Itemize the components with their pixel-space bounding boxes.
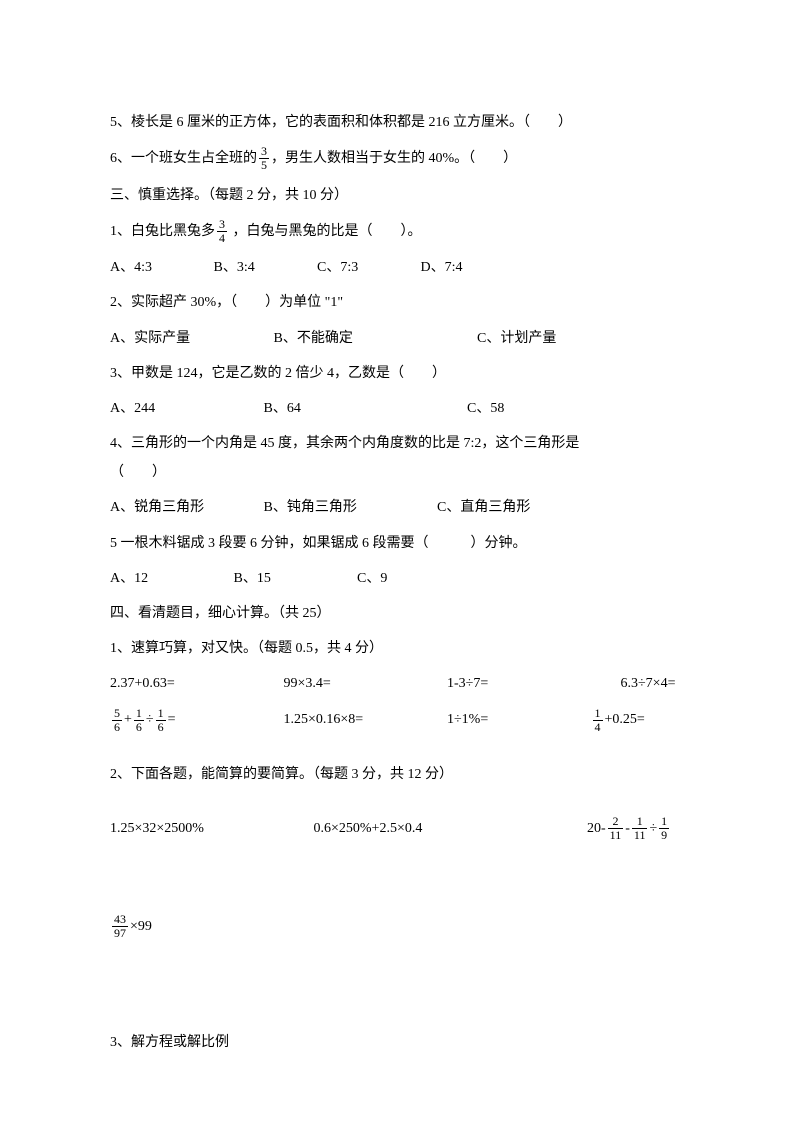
s4-question-1: 1、速算巧算，对又快。（每题 0.5，共 4 分） <box>110 636 683 661</box>
fraction-1-9: 19 <box>659 815 669 842</box>
s3-q5-options: A、12 B、15 C、9 <box>110 566 683 591</box>
fraction-1-4: 14 <box>593 707 603 734</box>
calc-item: 56+16÷16= <box>110 707 280 734</box>
s4-question-3: 3、解方程或解比例 <box>110 1030 683 1055</box>
s3-q3-options: A、244 B、64 C、58 <box>110 396 683 421</box>
question-5: 5、棱长是 6 厘米的正方体，它的表面积和体积都是 216 立方厘米。（ ） <box>110 110 683 135</box>
s3-question-3: 3、甲数是 124，它是乙数的 2 倍少 4，乙数是（ ） <box>110 361 683 386</box>
fraction-2-11: 211 <box>608 815 624 842</box>
s3-question-4: 4、三角形的一个内角是 45 度，其余两个内角度数的比是 7:2，这个三角形是 <box>110 431 683 456</box>
calc-row-2: 56+16÷16= 1.25×0.16×8= 1÷1%= 14+0.25= <box>110 707 683 734</box>
calc-item: 14+0.25= <box>591 707 645 734</box>
option-a: A、244 <box>110 396 260 421</box>
s3-q1-options: A、4:3 B、3:4 C、7:3 D、7:4 <box>110 255 683 280</box>
calc-item: 1÷1%= <box>447 707 587 732</box>
option-a: A、12 <box>110 566 230 591</box>
q5-text: 5、棱长是 6 厘米的正方体，它的表面积和体积都是 216 立方厘米。（ ） <box>110 115 572 130</box>
option-c: C、58 <box>467 396 504 421</box>
q6-text-1: 6、一个班女生占全班的 <box>110 151 257 166</box>
calc-item: 1-3÷7= <box>447 671 617 696</box>
fraction-1-6b: 16 <box>156 707 166 734</box>
option-c: C、计划产量 <box>477 326 556 351</box>
question-6: 6、一个班女生占全班的35，男生人数相当于女生的 40%。（ ） <box>110 145 683 172</box>
fraction-5-6: 56 <box>112 707 122 734</box>
option-a: A、实际产量 <box>110 326 270 351</box>
option-b: B、不能确定 <box>274 326 474 351</box>
option-a: A、4:3 <box>110 255 210 280</box>
option-b: B、15 <box>234 566 354 591</box>
option-b: B、3:4 <box>214 255 314 280</box>
s3-question-5: 5 一根木料锯成 3 段要 6 分钟，如果锯成 6 段需要（ ）分钟。 <box>110 531 683 556</box>
calc-item: 0.6×250%+2.5×0.4 <box>314 816 584 841</box>
option-b: B、钝角三角形 <box>264 495 434 520</box>
fraction-43-97: 4397 <box>112 913 128 940</box>
option-c: C、9 <box>357 566 387 591</box>
fraction-3-4: 34 <box>217 218 227 245</box>
simplify-row-2: 4397×99 <box>110 913 683 940</box>
calc-item: 2.37+0.63= <box>110 671 280 696</box>
s4-question-2: 2、下面各题，能简算的要简算。（每题 3 分，共 12 分） <box>110 762 683 787</box>
option-c: C、直角三角形 <box>437 495 530 520</box>
section-4-header: 四、看清题目，细心计算。（共 25） <box>110 601 683 626</box>
option-d: D、7:4 <box>421 255 521 280</box>
s3-question-4-paren: （ ） <box>110 460 683 485</box>
s3-question-1: 1、白兔比黑兔多34 ，白兔与黑兔的比是（ ）。 <box>110 218 683 245</box>
s3-q4-options: A、锐角三角形 B、钝角三角形 C、直角三角形 <box>110 495 683 520</box>
calc-item: 20-211-111÷19 <box>587 815 671 842</box>
calc-row-1: 2.37+0.63= 99×3.4= 1-3÷7= 6.3÷7×4= <box>110 671 683 696</box>
s3-q2-options: A、实际产量 B、不能确定 C、计划产量 <box>110 326 683 351</box>
calc-item: 1.25×0.16×8= <box>284 707 444 732</box>
option-a: A、锐角三角形 <box>110 495 260 520</box>
fraction-1-11: 111 <box>632 815 648 842</box>
calc-item: 6.3÷7×4= <box>621 671 676 696</box>
simplify-row-1: 1.25×32×2500% 0.6×250%+2.5×0.4 20-211-11… <box>110 815 683 842</box>
option-b: B、64 <box>264 396 464 421</box>
s3-question-2: 2、实际超产 30%，（ ）为单位 "1" <box>110 290 683 315</box>
calc-item: 1.25×32×2500% <box>110 816 310 841</box>
q6-text-2: ，男生人数相当于女生的 40%。（ ） <box>271 151 517 166</box>
calc-item: 99×3.4= <box>284 671 444 696</box>
fraction-1-6: 16 <box>134 707 144 734</box>
option-c: C、7:3 <box>317 255 417 280</box>
fraction-3-5: 35 <box>259 145 269 172</box>
section-3-header: 三、慎重选择。（每题 2 分，共 10 分） <box>110 183 683 208</box>
